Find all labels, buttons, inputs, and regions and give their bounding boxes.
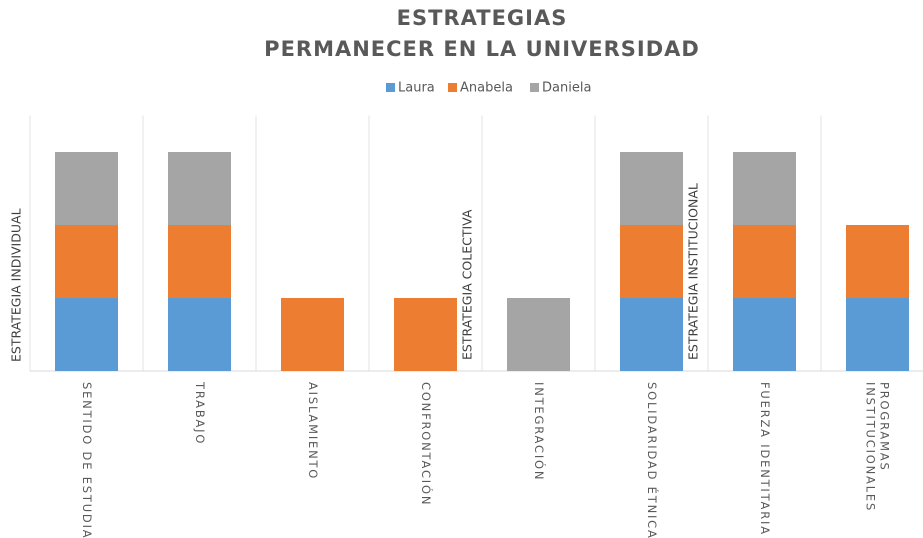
x-tick-label: FUERZA IDENTITARIA [758,382,772,536]
bar-segment [281,298,344,371]
x-tick-label: SOLIDARIDAD ÉTNICA [645,382,660,538]
bar-segment [733,152,796,225]
legend-swatch [530,83,539,92]
bar-segment [55,152,118,225]
legend-swatch [448,83,457,92]
bar-segment [55,225,118,298]
x-tick-label: TRABAJO [193,381,207,445]
bar-segment [168,298,231,371]
x-tick-label: PROGRAMASINSTITUCIONALES [864,382,892,512]
bar-segment [168,225,231,298]
legend-label: Laura [398,81,435,96]
legend-label: Daniela [542,81,591,96]
bar-segment [620,225,683,298]
chart-title: ESTRATEGIAS [397,6,568,30]
annotation: ESTRATEGIA INSTITUCIONAL [686,183,701,360]
bar-segment [846,225,909,298]
bar-segment [507,298,570,371]
x-tick-label: AISLAMIENTO [306,382,320,480]
legend-label: Anabela [460,81,513,96]
x-tick-label: SENTIDO DE ESTUDIAR [80,382,94,538]
annotation: ESTRATEGIA INDIVIDUAL [9,208,24,362]
legend-swatch [386,83,395,92]
bar-segment [733,225,796,298]
annotation: ESTRATEGIA COLECTIVA [460,209,475,360]
bar-segment [733,298,796,371]
x-tick-label: CONFRONTACIÓN [419,382,434,506]
bar-segment [620,298,683,371]
bar-segment [394,298,457,371]
bar-segment [846,298,909,371]
bar-segment [168,152,231,225]
bar-segment [55,298,118,371]
bar-segment [620,152,683,225]
chart-subtitle: PERMANECER EN LA UNIVERSIDAD [264,37,700,61]
x-tick-label: INTEGRACIÓN [532,382,547,481]
